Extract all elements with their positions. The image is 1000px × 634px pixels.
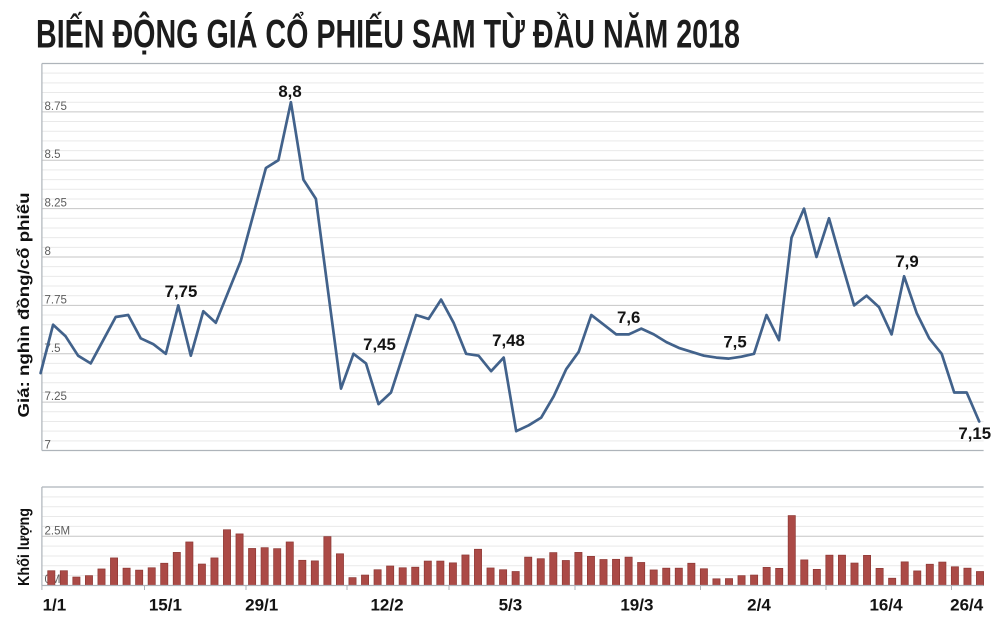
svg-text:7,15: 7,15 <box>958 424 991 443</box>
svg-text:8,8: 8,8 <box>278 82 301 101</box>
svg-text:1/1: 1/1 <box>43 596 67 615</box>
svg-text:29/1: 29/1 <box>245 596 278 615</box>
svg-text:7.75: 7.75 <box>45 294 67 306</box>
svg-text:2.5M: 2.5M <box>45 526 71 538</box>
svg-text:19/3: 19/3 <box>620 596 653 615</box>
svg-text:7,6: 7,6 <box>617 308 640 327</box>
svg-text:Khối lượng: Khối lượng <box>16 508 33 586</box>
svg-text:15/1: 15/1 <box>149 596 182 615</box>
svg-text:7: 7 <box>45 440 51 452</box>
svg-text:8.5: 8.5 <box>45 149 61 161</box>
svg-text:Giá: nghìn đồng/cổ phiếu: Giá: nghìn đồng/cổ phiếu <box>15 193 33 418</box>
svg-text:2/4: 2/4 <box>747 596 771 615</box>
svg-text:BIẾN ĐỘNG GIÁ CỔ PHIẾU SAM TỪ: BIẾN ĐỘNG GIÁ CỔ PHIẾU SAM TỪ ĐẦU NĂM 20… <box>36 10 740 57</box>
svg-text:8.25: 8.25 <box>45 198 67 210</box>
svg-text:12/2: 12/2 <box>370 596 403 615</box>
svg-text:5/3: 5/3 <box>499 596 523 615</box>
svg-text:7,9: 7,9 <box>895 252 918 271</box>
svg-text:7.25: 7.25 <box>45 391 67 403</box>
svg-text:7,45: 7,45 <box>363 335 396 354</box>
svg-text:16/4: 16/4 <box>869 596 903 615</box>
svg-text:7,48: 7,48 <box>492 331 525 350</box>
svg-text:7,5: 7,5 <box>723 333 746 352</box>
svg-text:26/4: 26/4 <box>950 596 984 615</box>
svg-text:7,75: 7,75 <box>165 282 198 301</box>
svg-text:8.75: 8.75 <box>45 101 67 113</box>
svg-text:8: 8 <box>45 246 51 258</box>
